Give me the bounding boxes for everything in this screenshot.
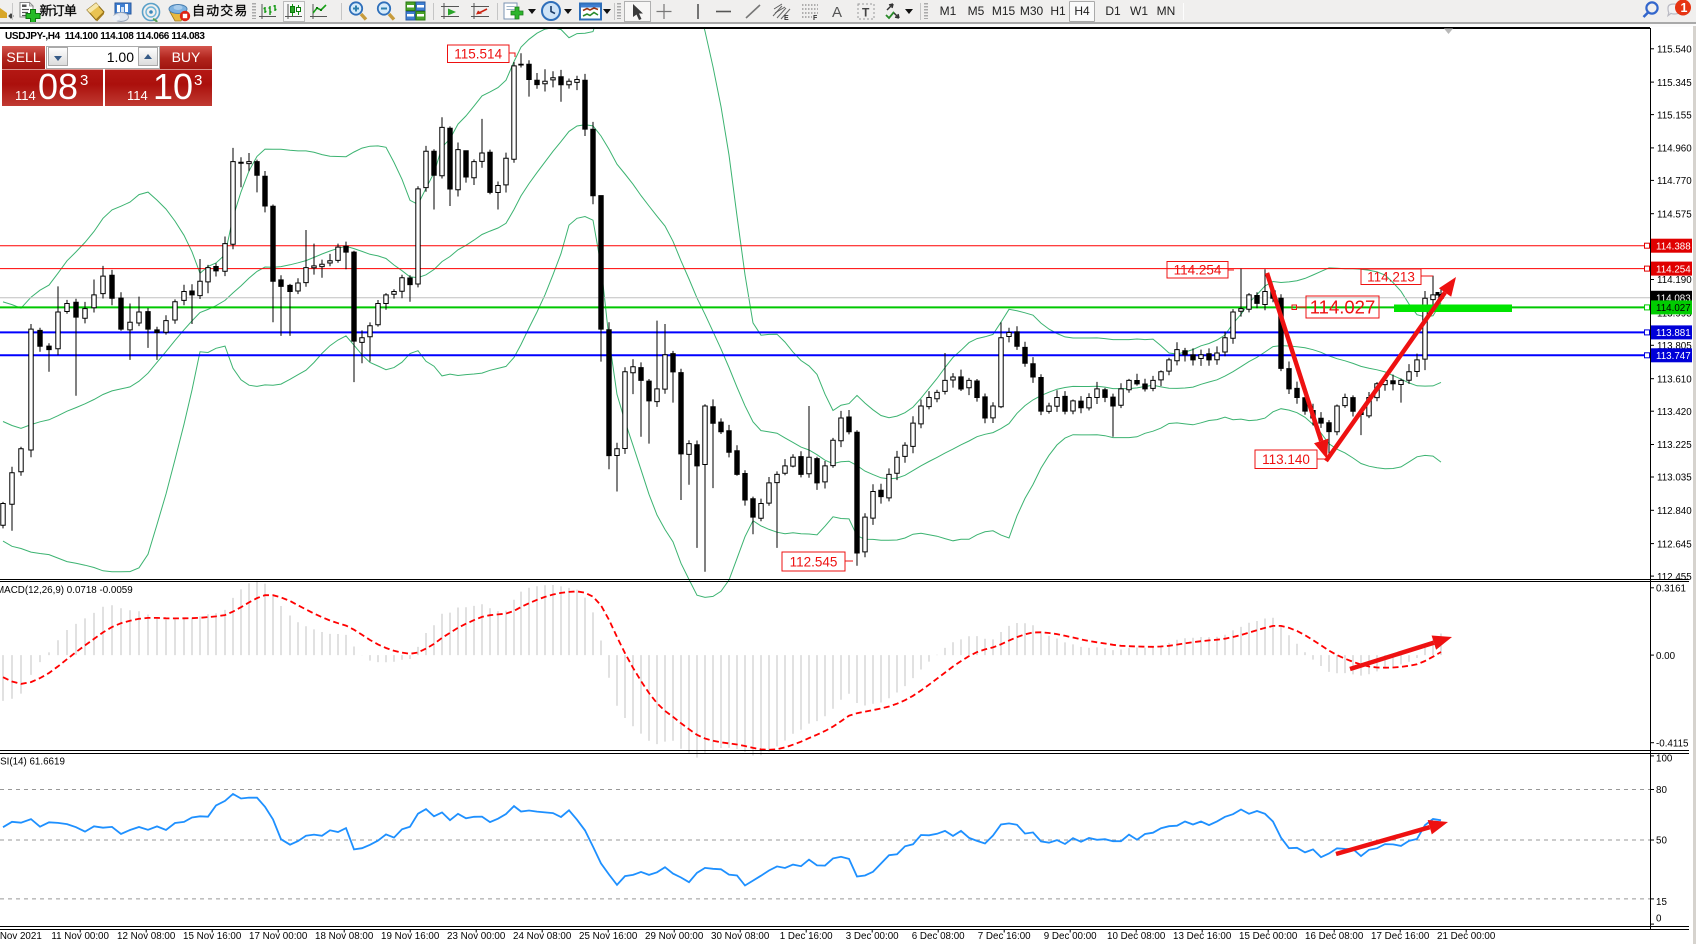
- svg-text:6 Dec 08:00: 6 Dec 08:00: [912, 931, 965, 942]
- svg-text:100: 100: [1656, 754, 1673, 765]
- svg-text:113.805: 113.805: [1657, 341, 1692, 352]
- svg-text:112.645: 112.645: [1657, 539, 1692, 550]
- svg-text:30 Nov 08:00: 30 Nov 08:00: [711, 931, 770, 942]
- svg-text:10 Nov 2021: 10 Nov 2021: [0, 931, 42, 942]
- svg-text:9 Dec 00:00: 9 Dec 00:00: [1044, 931, 1097, 942]
- svg-text:113.747: 113.747: [1656, 351, 1691, 362]
- svg-text:15 Dec 00:00: 15 Dec 00:00: [1239, 931, 1298, 942]
- svg-text:114.960: 114.960: [1657, 144, 1692, 155]
- svg-text:115.155: 115.155: [1657, 110, 1692, 121]
- svg-text:17 Dec 16:00: 17 Dec 16:00: [1371, 931, 1430, 942]
- svg-text:21 Dec 00:00: 21 Dec 00:00: [1437, 931, 1496, 942]
- svg-text:115.514: 115.514: [454, 47, 502, 62]
- svg-text:113.225: 113.225: [1657, 440, 1692, 451]
- svg-text:115.345: 115.345: [1657, 78, 1692, 89]
- svg-text:13 Dec 16:00: 13 Dec 16:00: [1173, 931, 1232, 942]
- svg-text:113.140: 113.140: [1262, 452, 1310, 467]
- svg-text:16 Dec 08:00: 16 Dec 08:00: [1305, 931, 1364, 942]
- svg-text:113.610: 113.610: [1657, 374, 1692, 385]
- svg-text:50: 50: [1656, 836, 1667, 847]
- svg-text:113.420: 113.420: [1657, 407, 1692, 418]
- svg-text:18 Nov 08:00: 18 Nov 08:00: [315, 931, 374, 942]
- svg-text:114.770: 114.770: [1657, 176, 1692, 187]
- svg-text:29 Nov 00:00: 29 Nov 00:00: [645, 931, 704, 942]
- svg-text:1: 1: [1681, 1, 1688, 15]
- svg-text:114.027: 114.027: [1656, 303, 1691, 314]
- svg-text:17 Nov 00:00: 17 Nov 00:00: [249, 931, 308, 942]
- svg-text:25 Nov 16:00: 25 Nov 16:00: [579, 931, 638, 942]
- svg-text:RSI(14) 61.6619: RSI(14) 61.6619: [0, 757, 65, 768]
- svg-text:T: T: [862, 6, 870, 20]
- svg-text:114.254: 114.254: [1656, 264, 1691, 275]
- svg-text:0.00: 0.00: [1656, 651, 1676, 662]
- svg-text:0.3161: 0.3161: [1656, 584, 1686, 595]
- svg-text:114.190: 114.190: [1657, 275, 1692, 286]
- svg-text:15: 15: [1656, 897, 1667, 908]
- svg-text:112.545: 112.545: [790, 554, 838, 569]
- svg-text:24 Nov 08:00: 24 Nov 08:00: [513, 931, 572, 942]
- svg-text:114.213: 114.213: [1367, 270, 1415, 285]
- svg-text:E: E: [784, 15, 789, 22]
- svg-text:114.254: 114.254: [1174, 263, 1222, 278]
- svg-text:114.027: 114.027: [1310, 297, 1376, 318]
- svg-text:113.881: 113.881: [1656, 328, 1691, 339]
- svg-text:F: F: [813, 15, 818, 22]
- svg-text:114.575: 114.575: [1657, 209, 1692, 220]
- svg-text:A: A: [832, 4, 842, 21]
- svg-text:10 Dec 08:00: 10 Dec 08:00: [1107, 931, 1166, 942]
- svg-text:3 Dec 00:00: 3 Dec 00:00: [846, 931, 899, 942]
- svg-text:112.455: 112.455: [1657, 572, 1692, 583]
- svg-text:19 Nov 16:00: 19 Nov 16:00: [381, 931, 440, 942]
- svg-text:115.540: 115.540: [1657, 45, 1692, 56]
- svg-text:114.388: 114.388: [1656, 241, 1691, 252]
- svg-text:1 Dec 16:00: 1 Dec 16:00: [780, 931, 833, 942]
- svg-text:112.840: 112.840: [1657, 506, 1692, 517]
- svg-text:MACD(12,26,9) 0.0718 -0.0059: MACD(12,26,9) 0.0718 -0.0059: [0, 585, 133, 596]
- svg-text:80: 80: [1656, 785, 1667, 796]
- svg-text:114.083: 114.083: [1656, 294, 1691, 305]
- svg-text:11 Nov 00:00: 11 Nov 00:00: [51, 931, 109, 942]
- svg-text:7 Dec 16:00: 7 Dec 16:00: [978, 931, 1031, 942]
- svg-text:15 Nov 16:00: 15 Nov 16:00: [183, 931, 242, 942]
- svg-text:113.035: 113.035: [1657, 473, 1692, 484]
- svg-text:23 Nov 00:00: 23 Nov 00:00: [447, 931, 506, 942]
- svg-text:12 Nov 08:00: 12 Nov 08:00: [117, 931, 176, 942]
- svg-text:0: 0: [1656, 914, 1662, 925]
- svg-text:-0.4115: -0.4115: [1656, 738, 1689, 749]
